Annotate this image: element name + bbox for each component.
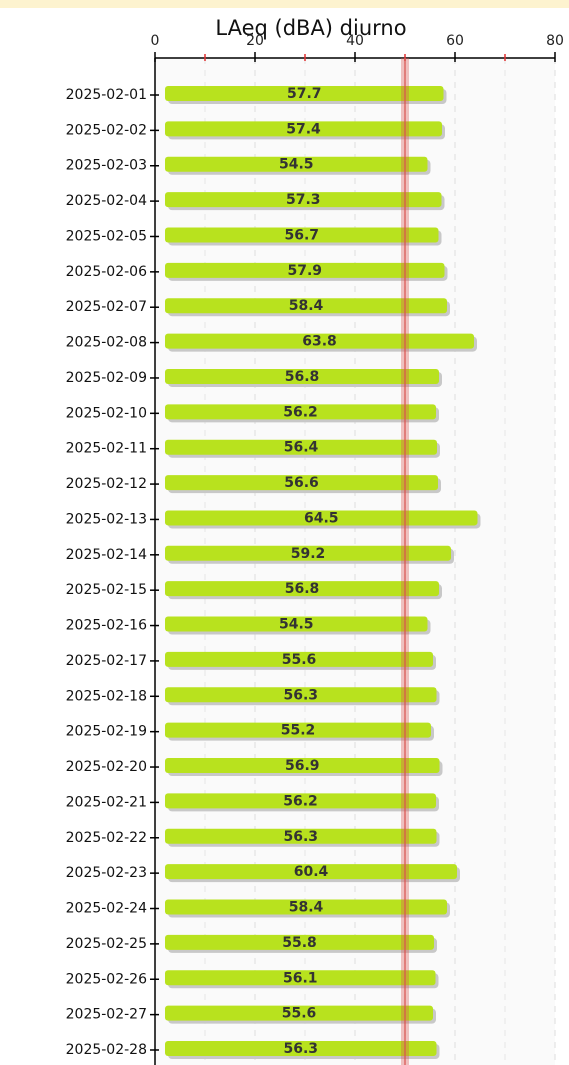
- value-label: 63.8: [302, 334, 337, 350]
- value-label: 60.4: [294, 864, 329, 880]
- y-tick-label: 2025-02-24: [66, 901, 147, 917]
- chart-title: LAeq (dBA) diurno: [215, 16, 406, 40]
- bar: [165, 651, 433, 667]
- y-tick-label: 2025-02-16: [66, 618, 147, 634]
- y-tick-label: 2025-02-09: [66, 370, 147, 386]
- y-tick-label: 2025-02-27: [66, 1007, 147, 1023]
- value-label: 58.4: [289, 900, 324, 916]
- value-label: 55.6: [282, 652, 317, 668]
- value-label: 64.5: [304, 510, 339, 526]
- bar: [165, 510, 478, 526]
- bar: [165, 758, 440, 774]
- y-tick-label: 2025-02-03: [66, 158, 147, 174]
- bar: [165, 828, 437, 844]
- bar: [165, 545, 451, 561]
- y-tick-label: 2025-02-04: [66, 193, 147, 209]
- x-tick-label: 80: [546, 33, 564, 49]
- value-label: 54.5: [279, 617, 314, 633]
- y-tick-label: 2025-02-22: [66, 830, 147, 846]
- value-label: 56.2: [283, 404, 318, 420]
- y-tick-label: 2025-02-26: [66, 971, 147, 987]
- y-tick-label: 2025-02-14: [66, 547, 147, 563]
- y-tick-label: 2025-02-10: [66, 405, 147, 421]
- y-tick-label: 2025-02-07: [66, 299, 147, 315]
- value-label: 59.2: [291, 546, 326, 562]
- top-strip: [0, 0, 569, 8]
- bar: [165, 86, 444, 101]
- bar: [165, 1005, 433, 1021]
- x-tick-label: 20: [246, 33, 264, 49]
- y-tick-label: 2025-02-28: [66, 1042, 147, 1058]
- bar: [165, 121, 442, 137]
- y-tick-label: 2025-02-11: [66, 441, 147, 457]
- value-label: 56.2: [283, 793, 318, 809]
- bar: [165, 793, 436, 809]
- value-label: 56.3: [283, 1041, 318, 1057]
- bar: [165, 934, 434, 950]
- bar: [165, 722, 431, 738]
- y-tick-label: 2025-02-08: [66, 335, 147, 351]
- x-tick-label: 60: [446, 33, 464, 49]
- value-label: 54.5: [279, 157, 314, 173]
- value-label: 57.7: [287, 86, 322, 102]
- bar: [165, 970, 436, 986]
- y-tick-label: 2025-02-01: [66, 87, 147, 103]
- value-label: 56.7: [284, 227, 319, 243]
- value-label: 56.3: [283, 687, 318, 703]
- bar: [165, 262, 445, 278]
- bar: [165, 439, 437, 455]
- bar: [165, 581, 439, 597]
- value-label: 56.8: [285, 581, 320, 597]
- bar: [165, 333, 474, 349]
- value-label: 56.3: [283, 829, 318, 845]
- bar: [165, 298, 447, 314]
- bar: [165, 616, 428, 632]
- value-label: 57.3: [286, 192, 321, 208]
- value-label: 56.1: [283, 970, 318, 986]
- y-tick-label: 2025-02-05: [66, 228, 147, 244]
- bar: [165, 227, 439, 243]
- y-tick-label: 2025-02-15: [66, 582, 147, 598]
- bar: [165, 687, 437, 703]
- bar: [165, 1040, 437, 1056]
- y-tick-label: 2025-02-19: [66, 724, 147, 740]
- bar: [165, 156, 428, 172]
- y-tick-label: 2025-02-21: [66, 794, 147, 810]
- x-tick-label: 0: [151, 33, 160, 49]
- y-tick-label: 2025-02-25: [66, 936, 147, 952]
- y-tick-label: 2025-02-23: [66, 865, 147, 881]
- value-label: 55.8: [282, 935, 317, 951]
- x-tick-label: 40: [346, 33, 364, 49]
- value-label: 56.9: [285, 758, 320, 774]
- bar: [165, 404, 436, 420]
- y-tick-label: 2025-02-18: [66, 688, 147, 704]
- y-tick-label: 2025-02-06: [66, 264, 147, 280]
- value-label: 57.9: [287, 263, 322, 279]
- bar: [165, 475, 438, 491]
- y-tick-label: 2025-02-02: [66, 122, 147, 138]
- y-tick-label: 2025-02-20: [66, 759, 147, 775]
- value-label: 55.6: [282, 1006, 317, 1022]
- bar: [165, 368, 439, 384]
- value-label: 56.4: [284, 440, 319, 456]
- y-tick-label: 2025-02-12: [66, 476, 147, 492]
- value-label: 56.8: [285, 369, 320, 385]
- y-tick-label: 2025-02-17: [66, 653, 147, 669]
- value-label: 56.6: [284, 475, 319, 491]
- value-label: 57.4: [286, 121, 321, 137]
- bar: [165, 864, 457, 880]
- y-tick-label: 2025-02-13: [66, 511, 147, 527]
- value-label: 55.2: [281, 723, 316, 739]
- bar: [165, 899, 447, 915]
- value-label: 58.4: [289, 298, 324, 314]
- bar: [165, 192, 442, 208]
